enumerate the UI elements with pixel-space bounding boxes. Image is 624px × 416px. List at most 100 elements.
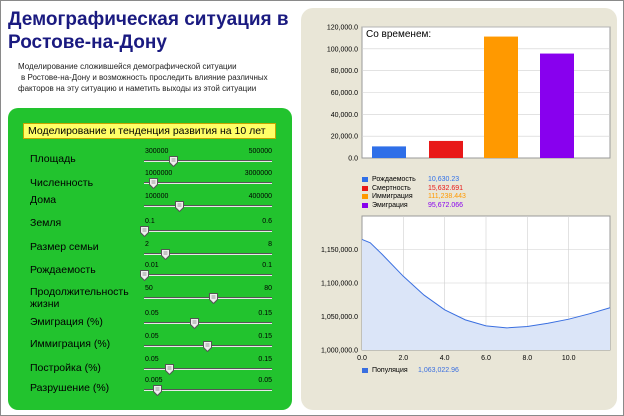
slider-min-label: 1000000 [145,170,173,177]
chart-title: Со временем: [366,29,431,40]
slider-min-label: 0.01 [145,262,159,269]
slider-min-label: 0.05 [145,310,159,317]
parameter-label: Численность [30,177,94,189]
parameter-slider[interactable]: 0.1 0.6 [140,218,272,238]
slider-track[interactable] [144,389,272,391]
parameter-label: Эмиграция (%) [30,316,103,328]
slider-track[interactable] [144,274,272,276]
parameter-slider[interactable]: 1000000 3000000 [142,170,272,190]
parameter-slider[interactable]: 50 80 [142,285,272,305]
parameter-slider[interactable]: 0.05 0.15 [142,333,272,353]
slider-max-label: 0.1 [262,262,272,269]
legend-swatch [362,185,368,191]
x-tick-label: 2.0 [398,355,408,362]
slider-track[interactable] [144,368,272,370]
parameter-slider[interactable]: 300000 500000 [142,148,272,168]
x-tick-label: 0.0 [357,355,367,362]
parameter-slider[interactable]: 0.01 0.1 [140,262,272,282]
parameter-slider[interactable]: 0.005 0.05 [142,377,272,397]
x-tick-label: 4.0 [440,355,450,362]
slider-max-label: 0.05 [258,377,272,384]
slider-max-label: 80 [264,285,272,292]
slider-thumb[interactable] [209,291,219,305]
slider-max-label: 500000 [248,148,272,155]
legend-value: 15,632.691 [428,184,464,192]
slider-thumb[interactable] [161,247,171,261]
legend-swatch [362,194,368,199]
page-description: Моделирование сложившейся демографическо… [18,61,288,94]
x-tick-label: 6.0 [481,355,491,362]
slider-track[interactable] [144,160,272,162]
y-tick-label: 60,000.0 [331,90,358,97]
y-tick-label: 20,000.0 [331,134,358,141]
page-title: Демографическая ситуация в Ростове-на-До… [8,8,308,54]
slider-thumb[interactable] [203,339,212,353]
legend-label: Популяция [372,367,408,374]
parameter-label: Рождаемость [30,264,96,276]
slider-thumb[interactable] [148,176,158,190]
slider-max-label: 3000000 [244,170,272,177]
slider-min-label: 0.005 [145,377,163,384]
slider-thumb[interactable] [175,199,185,213]
legend-value: 95,672.066 [428,201,464,209]
area-line [361,238,611,329]
parameter-label: Иммиграция (%) [30,338,111,350]
slider-track[interactable] [144,253,272,255]
slider-max-label: 0.15 [258,310,272,317]
parameter-slider[interactable]: 100000 400000 [142,193,272,213]
bar [429,140,463,158]
slider-min-label: 300000 [145,148,169,155]
parameter-label: Площадь [30,153,76,165]
slider-thumb[interactable] [152,383,162,397]
bar [372,146,406,158]
description-line: факторов на эту ситуацию и наметить выхо… [18,84,257,93]
slider-min-label: 0.05 [145,333,159,340]
slider-track[interactable] [144,230,272,232]
legend-swatch [362,177,368,182]
slider-track[interactable] [144,297,272,299]
legend-label: Иммиграция [372,193,413,200]
legend-swatch [362,202,368,208]
bar [484,36,518,159]
slider-track[interactable] [144,182,272,184]
y-tick-label: 120,000.0 [327,25,358,32]
slider-thumb[interactable] [140,224,149,238]
slider-min-label: 100000 [145,193,169,200]
slider-min-label: 0.05 [145,356,159,363]
legend-label: Эмиграция [372,201,408,209]
slider-min-label: 2 [145,241,149,248]
y-tick-label: 1,000,000.0 [321,348,358,355]
title-line-2: Ростове-на-Дону [8,32,167,53]
legend-value: 10,630.23 [428,176,460,183]
slider-max-label: 400000 [248,193,272,200]
slider-thumb[interactable] [165,362,175,376]
y-tick-label: 1,100,000.0 [321,281,358,288]
description-line: в Ростове-на-Дону и возможность проследи… [21,73,268,82]
parameter-slider[interactable]: 0.05 0.15 [142,356,272,376]
parameters-panel-title: Моделирование и тенденция развития на 10… [23,123,276,139]
slider-max-label: 0.15 [258,356,272,363]
parameter-slider[interactable]: 0.05 0.15 [142,310,272,330]
parameter-label: Дома [30,194,57,206]
slider-thumb[interactable] [190,316,200,330]
parameter-label: Разрушение (%) [30,382,110,394]
bar [540,53,574,158]
legend-label: Рождаемость [372,176,416,183]
y-tick-label: 80,000.0 [331,68,358,75]
slider-max-label: 8 [268,241,272,248]
slider-track[interactable] [144,322,272,324]
description-line: Моделирование сложившейся демографическо… [18,62,237,71]
legend-value: 111,238.443 [428,193,466,200]
parameter-label: Постройка (%) [30,362,101,374]
legend-label: Смертность [372,184,411,192]
slider-track[interactable] [144,205,272,207]
area-fill [362,239,610,350]
parameter-label: Земля [30,217,62,229]
slider-thumb[interactable] [168,154,178,168]
slider-max-label: 0.6 [262,218,272,225]
parameters-panel [8,108,292,410]
slider-thumb[interactable] [140,268,149,282]
x-tick-label: 8.0 [522,355,532,362]
